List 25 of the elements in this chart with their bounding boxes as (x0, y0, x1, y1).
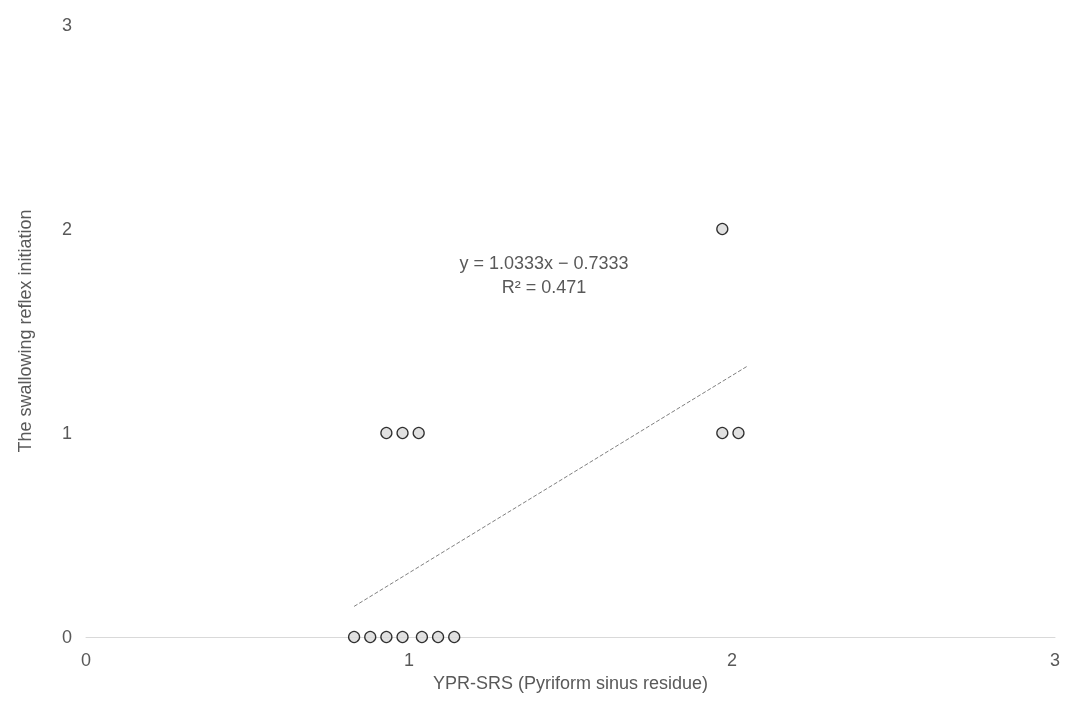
x-tick-label: 0 (80, 650, 92, 670)
point (716, 426, 729, 440)
x-axis-title: YPR-SRS (Pyriform sinus residue) (432, 672, 709, 693)
point (380, 630, 393, 644)
point (364, 630, 377, 644)
point (415, 630, 429, 644)
y-axis-title: The swallowing reflex initiation (15, 209, 35, 453)
point (412, 426, 425, 440)
point (396, 630, 409, 644)
point (347, 630, 361, 644)
point (431, 630, 445, 644)
y-tick-label: 0 (61, 627, 72, 647)
x-tick-label: 1 (403, 650, 415, 670)
point (448, 630, 461, 644)
y-tick-label: 3 (61, 15, 72, 35)
point (716, 222, 729, 236)
annotation: y = 1.0333x − 0.7333 (459, 253, 629, 273)
annotation: R² = 0.471 (501, 277, 587, 297)
point (380, 426, 393, 440)
point (732, 426, 745, 440)
x-tick-label: 3 (1049, 650, 1061, 670)
y-tick-label: 2 (61, 219, 72, 239)
x-tick-label: 2 (726, 650, 738, 670)
y-tick-label: 1 (61, 423, 72, 443)
point (396, 426, 409, 440)
